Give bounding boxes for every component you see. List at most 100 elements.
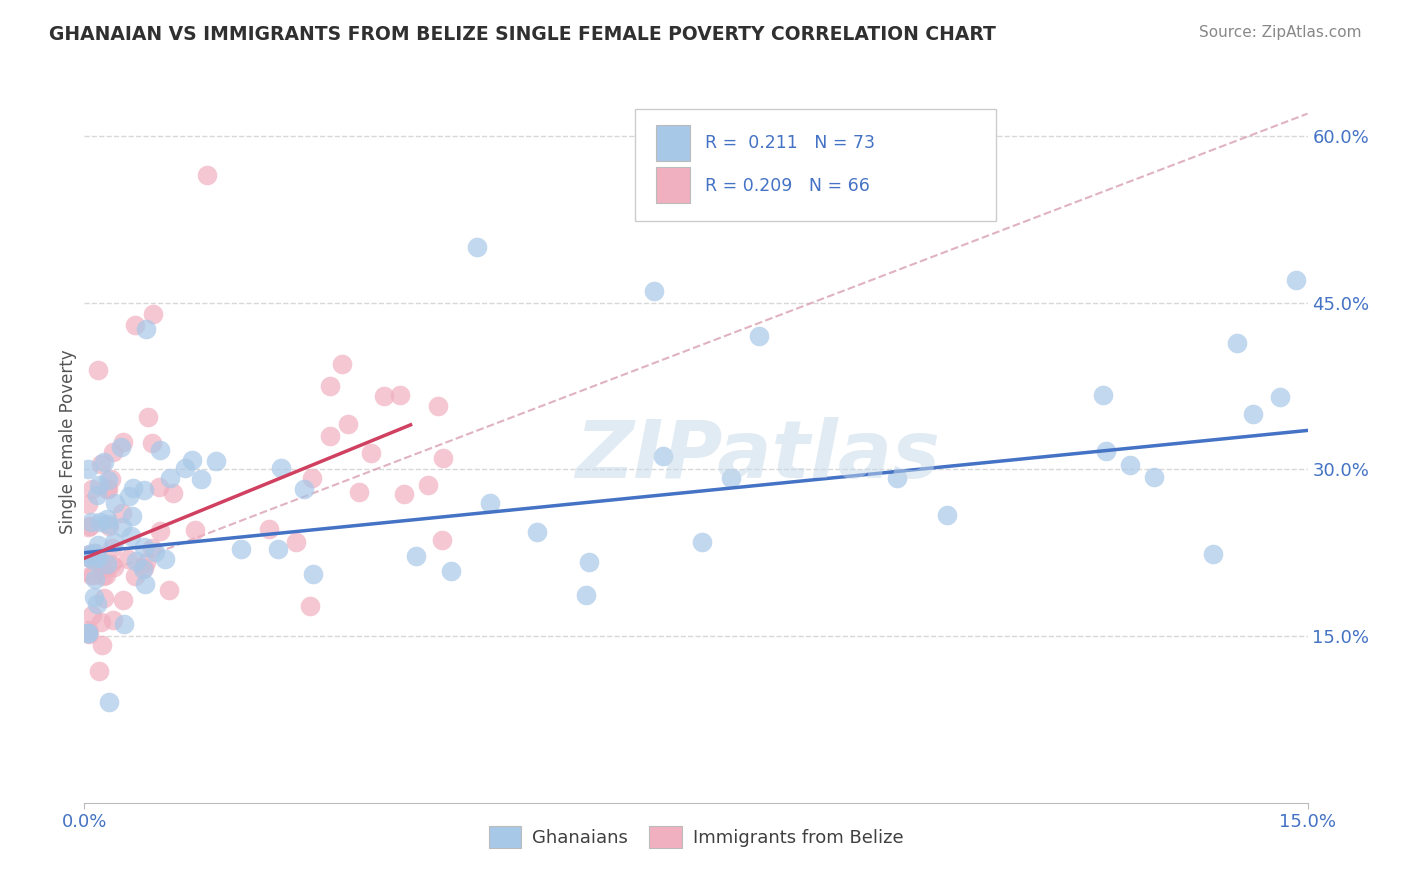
Point <box>292 483 315 497</box>
Point <box>134 577 156 591</box>
Point <box>392 487 415 501</box>
Point <box>121 508 143 523</box>
Point <box>103 444 125 458</box>
Point <box>159 471 181 485</box>
Point <box>1119 458 1142 472</box>
Point <box>97 516 120 531</box>
Point <box>360 446 382 460</box>
Point <box>93 455 115 469</box>
Point <box>79 518 101 533</box>
Point <box>134 540 156 554</box>
Point <box>173 461 195 475</box>
Text: R = 0.209   N = 66: R = 0.209 N = 66 <box>704 177 869 194</box>
Point <box>89 457 111 471</box>
Point <box>720 471 742 485</box>
Point <box>82 552 104 566</box>
Point <box>229 541 252 556</box>
Point <box>132 561 155 575</box>
Point <box>1270 390 1292 404</box>
Point <box>111 435 134 450</box>
Point <box>748 329 770 343</box>
Point <box>270 461 292 475</box>
Point <box>84 572 107 586</box>
Point <box>112 592 135 607</box>
Point <box>98 519 121 533</box>
Point <box>112 617 135 632</box>
Point <box>141 541 163 556</box>
Point <box>96 557 118 571</box>
Point <box>319 429 342 443</box>
Point <box>86 538 108 552</box>
Point <box>77 549 100 564</box>
Point <box>426 399 449 413</box>
Point <box>86 597 108 611</box>
Point <box>575 588 598 602</box>
Point <box>136 410 159 425</box>
Point <box>162 486 184 500</box>
Point <box>97 694 120 708</box>
Point <box>83 546 105 560</box>
Point <box>416 478 439 492</box>
Point <box>347 485 370 500</box>
FancyBboxPatch shape <box>636 109 995 221</box>
Point <box>77 626 100 640</box>
FancyBboxPatch shape <box>655 125 690 161</box>
Point <box>80 515 103 529</box>
Point <box>141 436 163 450</box>
Point <box>89 664 111 678</box>
Point <box>467 240 489 254</box>
Point <box>142 307 165 321</box>
Point <box>97 473 120 487</box>
Point <box>82 608 104 623</box>
Point <box>111 506 134 520</box>
Point <box>77 547 100 561</box>
Point <box>124 318 146 332</box>
Point <box>97 482 120 496</box>
Point <box>148 480 170 494</box>
Point <box>157 583 180 598</box>
Point <box>87 363 110 377</box>
Point <box>96 512 118 526</box>
Point <box>337 417 360 431</box>
Point <box>80 568 103 582</box>
Text: R =  0.211   N = 73: R = 0.211 N = 73 <box>704 134 875 153</box>
Point <box>692 534 714 549</box>
Point <box>135 322 157 336</box>
Point <box>183 523 205 537</box>
Point <box>197 168 219 182</box>
FancyBboxPatch shape <box>655 167 690 203</box>
Point <box>94 567 117 582</box>
Point <box>1095 444 1118 458</box>
Point <box>643 285 665 299</box>
Point <box>80 482 103 496</box>
Point <box>132 483 155 497</box>
Point <box>405 549 427 564</box>
Point <box>388 388 411 402</box>
Point <box>935 508 957 522</box>
Point <box>90 615 112 630</box>
Point <box>86 488 108 502</box>
Point <box>101 541 124 555</box>
Point <box>124 569 146 583</box>
Point <box>526 525 548 540</box>
Point <box>101 613 124 627</box>
Point <box>87 478 110 492</box>
Point <box>83 590 105 604</box>
Point <box>82 567 104 582</box>
Point <box>1202 548 1225 562</box>
Text: ZIPatlas: ZIPatlas <box>575 417 939 495</box>
Point <box>77 625 100 640</box>
Point <box>118 489 141 503</box>
Point <box>1241 407 1264 421</box>
Point <box>1143 470 1166 484</box>
Point <box>299 599 322 614</box>
Point <box>432 450 454 465</box>
Point <box>90 562 112 576</box>
Point <box>1092 387 1115 401</box>
Point <box>77 626 100 640</box>
Point <box>84 546 107 560</box>
Point <box>77 497 100 511</box>
Point <box>578 555 600 569</box>
Point <box>96 483 118 497</box>
Point <box>77 549 100 564</box>
